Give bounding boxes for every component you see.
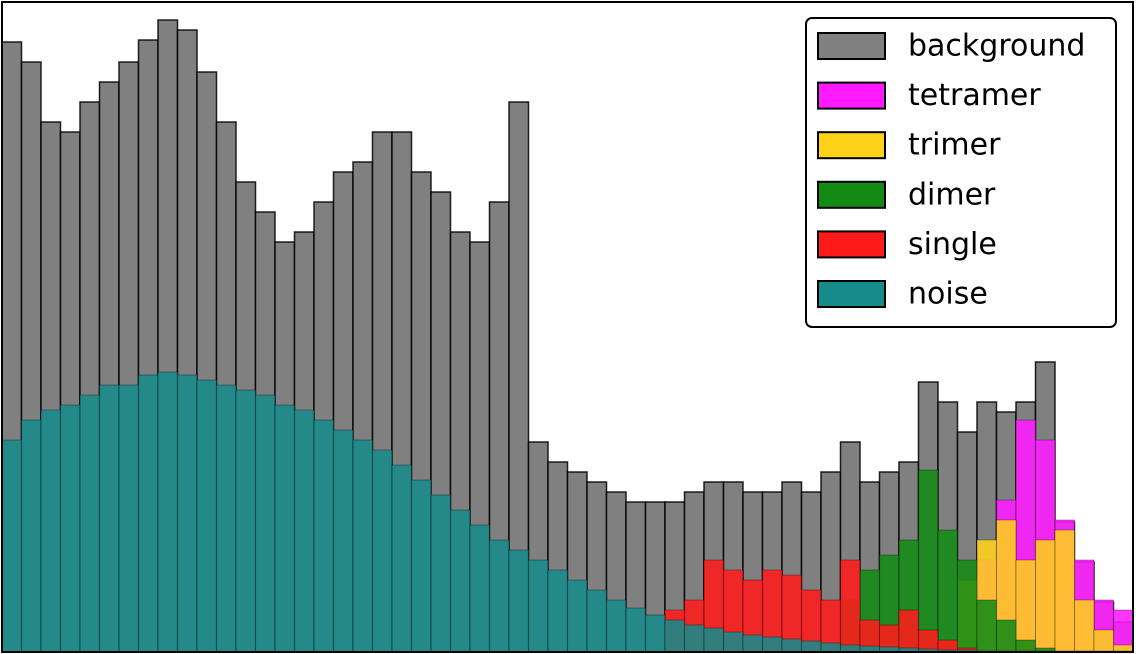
legend-swatch <box>817 32 886 60</box>
histogram-bar <box>781 638 802 652</box>
legend-label: noise <box>908 277 988 312</box>
histogram-bar <box>684 624 705 652</box>
histogram-bar <box>586 589 607 652</box>
histogram-bar <box>645 614 666 652</box>
histogram-bar <box>274 404 295 652</box>
histogram-bar <box>99 384 120 652</box>
histogram-bar <box>372 449 393 652</box>
histogram-bar <box>937 529 958 652</box>
histogram-bar <box>723 631 744 652</box>
histogram-bar <box>567 579 588 652</box>
background-bar <box>508 101 530 652</box>
legend-swatch <box>817 131 886 160</box>
histogram-bar <box>235 389 256 652</box>
histogram-bar <box>508 549 529 652</box>
legend-swatch <box>817 81 886 110</box>
histogram-bar <box>196 379 217 652</box>
histogram-bar <box>1035 647 1056 652</box>
histogram-bar <box>918 469 939 652</box>
legend-swatch <box>817 180 886 209</box>
histogram-bar <box>40 409 61 652</box>
histogram-bar <box>664 619 685 652</box>
legend-label: dimer <box>908 177 996 212</box>
histogram-bar <box>625 607 646 652</box>
histogram-bar <box>801 640 822 652</box>
legend-swatch <box>817 230 886 259</box>
legend-label: trimer <box>908 128 1001 163</box>
histogram-bar <box>937 639 958 652</box>
histogram-bar <box>1113 644 1133 652</box>
histogram-bar <box>1074 599 1095 652</box>
legend: background tetramer trimer dimer single noise <box>805 17 1117 328</box>
histogram-bar <box>703 627 724 652</box>
histogram-bar <box>2 439 22 652</box>
histogram-bar <box>1015 559 1036 652</box>
histogram-bar <box>898 609 919 652</box>
legend-label: background <box>908 29 1085 64</box>
histogram-bar <box>216 384 237 652</box>
histogram-bar <box>489 539 510 652</box>
histogram-bar <box>469 524 490 652</box>
histogram-bar <box>762 636 783 652</box>
plot-area <box>2 19 1133 652</box>
histogram-bar <box>1054 529 1075 652</box>
histogram-bar <box>391 464 412 652</box>
histogram-bar <box>1035 539 1056 652</box>
histogram-bar <box>840 559 861 652</box>
histogram-bar <box>957 559 978 652</box>
histogram-bar <box>177 374 198 652</box>
histogram-bar <box>118 384 139 652</box>
histogram-bar <box>996 619 1017 652</box>
histogram-bar <box>333 429 354 652</box>
histogram-bar <box>450 509 471 652</box>
histogram-bar <box>606 599 627 652</box>
legend-label: single <box>908 227 997 262</box>
histogram-bar <box>157 371 178 652</box>
histogram-bar <box>976 599 997 652</box>
histogram-bar <box>79 394 100 652</box>
histogram-bar <box>21 419 42 652</box>
legend-label: tetramer <box>908 78 1041 113</box>
histogram-bar <box>742 634 763 652</box>
histogram-bar <box>352 439 373 652</box>
histogram-bar <box>430 494 451 652</box>
histogram-bar <box>820 642 841 652</box>
histogram-bar <box>1093 629 1114 652</box>
histogram-bar <box>255 394 276 652</box>
histogram-bar <box>547 569 568 652</box>
legend-swatch <box>817 280 886 308</box>
histogram-bar <box>411 479 432 652</box>
histogram-bar <box>60 404 81 652</box>
histogram-bar <box>528 559 549 652</box>
histogram-bar <box>294 409 315 652</box>
histogram-bar <box>1015 639 1036 652</box>
histogram-bar <box>138 374 159 652</box>
histogram-bar <box>840 644 861 652</box>
histogram-bar <box>313 419 334 652</box>
